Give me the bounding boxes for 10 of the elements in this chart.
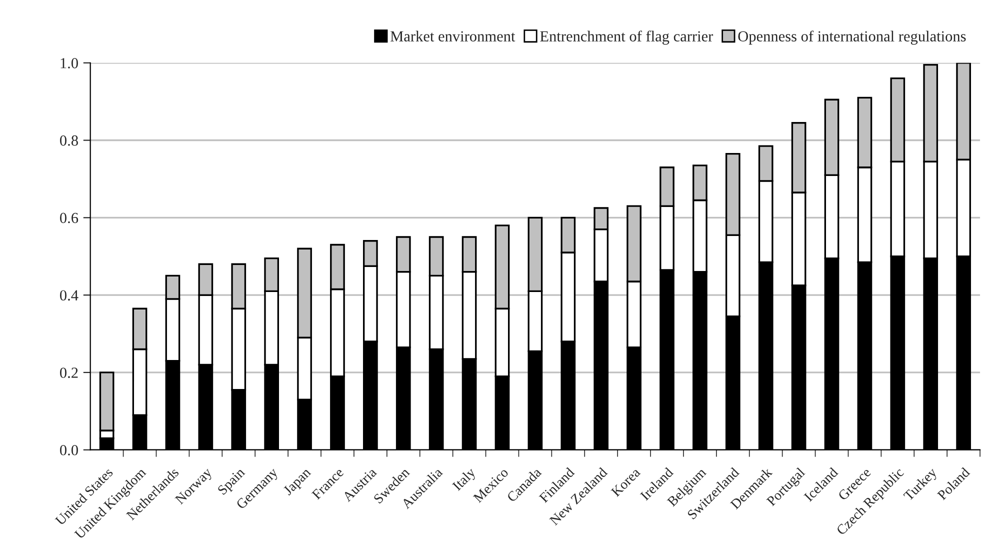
y-tick-label: 0.6 xyxy=(60,212,78,224)
legend-label: Entrenchment of flag carrier xyxy=(540,30,714,45)
y-tick-label: 0.0 xyxy=(60,445,78,456)
y-tick-label: 0.4 xyxy=(60,290,78,301)
legend-label: Market environment xyxy=(390,30,516,42)
y-tick-label: 0.8 xyxy=(60,135,78,146)
y-tick-label: 1.0 xyxy=(60,58,78,68)
y-tick-label: 0.2 xyxy=(60,368,78,378)
x-tick-label: Italy xyxy=(452,466,478,494)
legend-label: Openness of international regulations xyxy=(738,30,966,45)
